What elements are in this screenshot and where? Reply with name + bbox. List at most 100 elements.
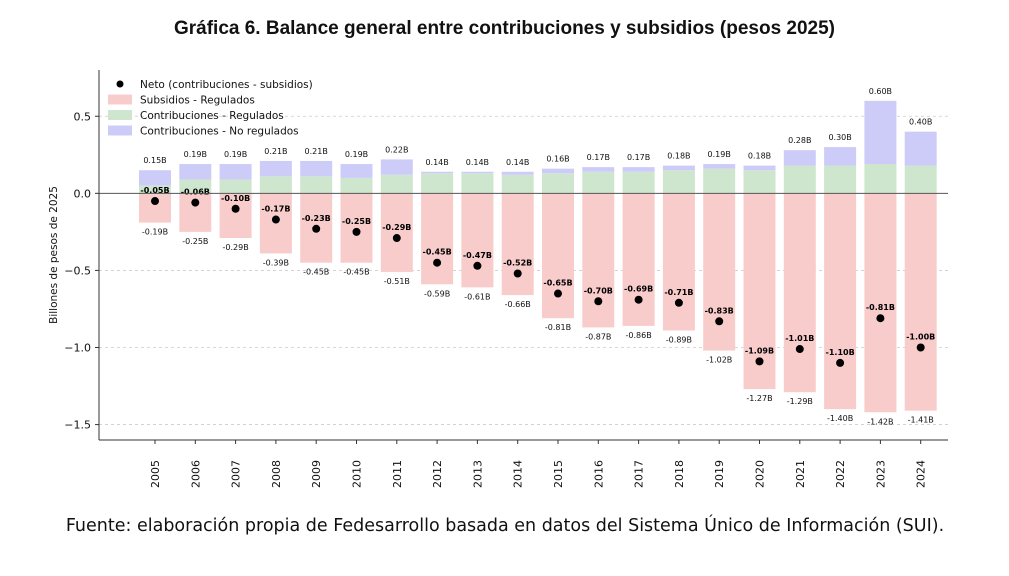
subsidy-label: -0.89B <box>666 336 692 345</box>
net-label: -1.10B <box>826 348 855 357</box>
x-tick-label: 2006 <box>189 460 202 488</box>
contribution-total-label: 0.18B <box>748 152 771 161</box>
contribution-total-label: 0.21B <box>264 147 287 156</box>
bar-contribuciones-no-regulados <box>501 171 534 175</box>
net-label: -1.01B <box>785 334 814 343</box>
net-label: -0.29B <box>382 223 411 232</box>
bar-contribuciones-no-regulados <box>461 171 494 174</box>
x-tick-label: 2021 <box>794 460 807 488</box>
contribution-total-label: 0.19B <box>224 150 247 159</box>
net-label: -0.45B <box>423 248 452 257</box>
subsidy-label: -1.27B <box>746 394 772 403</box>
subsidy-label: -0.19B <box>142 228 168 237</box>
bar-subsidios-regulados <box>783 193 816 393</box>
bar-contribuciones-regulados <box>582 171 615 194</box>
x-tick-label: 2013 <box>471 460 484 488</box>
net-point <box>916 343 925 352</box>
bar-contribuciones-regulados <box>904 165 937 194</box>
contribution-total-label: 0.21B <box>305 147 328 156</box>
contribution-total-label: 0.16B <box>546 155 569 164</box>
bar-contribuciones-regulados <box>824 165 857 194</box>
bar-contribuciones-regulados <box>501 174 534 194</box>
subsidy-label: -0.25B <box>182 237 208 246</box>
legend-swatch <box>108 94 132 105</box>
contribution-total-label: 0.19B <box>708 150 731 159</box>
bar-subsidios-regulados <box>904 193 937 411</box>
bar-contribuciones-regulados <box>340 177 373 194</box>
net-point <box>674 298 683 307</box>
bar-subsidios-regulados <box>542 193 574 319</box>
net-point <box>876 314 885 323</box>
x-tick-label: 2017 <box>633 460 646 488</box>
net-point <box>795 345 804 354</box>
bar-contribuciones-regulados <box>703 168 736 194</box>
bar-contribuciones-regulados <box>380 174 413 194</box>
contribution-total-label: 0.19B <box>345 150 368 159</box>
bar-contribuciones-no-regulados <box>219 164 252 180</box>
subsidy-label: -1.41B <box>908 416 934 425</box>
bar-contribuciones-no-regulados <box>904 131 937 166</box>
bar-contribuciones-regulados <box>783 165 816 194</box>
subsidy-label: -0.66B <box>505 300 531 309</box>
net-label: -1.09B <box>745 346 774 355</box>
x-tick-label: 2019 <box>713 460 726 488</box>
net-point <box>634 295 643 304</box>
net-point <box>433 258 442 267</box>
bar-subsidios-regulados <box>662 193 695 331</box>
net-point <box>836 358 845 367</box>
net-points <box>151 197 925 367</box>
subsidy-label: -0.59B <box>424 289 450 298</box>
subsidy-label: -1.29B <box>787 397 813 406</box>
net-label: -0.52B <box>503 259 532 268</box>
x-tick-label: 2020 <box>754 460 767 488</box>
net-point <box>554 289 562 298</box>
legend-label: Neto (contribuciones - subsidios) <box>140 79 313 91</box>
bar-contribuciones-no-regulados <box>783 150 816 166</box>
subsidy-label: -0.45B <box>303 268 329 277</box>
bar-contribuciones-regulados <box>259 176 292 194</box>
legend: Neto (contribuciones - subsidios) Subsidi… <box>108 79 313 138</box>
y-tick-label: 0.0 <box>74 187 92 200</box>
bar-contribuciones-no-regulados <box>582 167 615 172</box>
subsidy-label: -0.87B <box>585 332 611 341</box>
net-label: -0.47B <box>463 251 492 260</box>
net-point <box>191 198 200 207</box>
net-point <box>473 261 482 270</box>
contribution-total-label: 0.15B <box>143 156 166 165</box>
net-point <box>715 317 724 326</box>
bar-contribuciones-regulados <box>461 173 494 194</box>
net-label: -0.65B <box>543 279 572 288</box>
x-tick-label: 2024 <box>915 460 928 488</box>
contribution-total-label: 0.30B <box>828 133 851 142</box>
bar-contribuciones-regulados <box>300 176 333 194</box>
x-tick-label: 2022 <box>834 460 847 488</box>
bar-contribuciones-regulados <box>542 173 574 194</box>
net-label: -0.69B <box>624 285 653 294</box>
bar-subsidios-regulados <box>743 193 776 390</box>
net-label: -0.71B <box>664 288 693 297</box>
bar-contribuciones-no-regulados <box>380 159 413 175</box>
subsidy-label: -0.39B <box>263 258 289 267</box>
net-label: -1.00B <box>906 333 935 342</box>
bar-contribuciones-no-regulados <box>421 171 454 174</box>
bar-contribuciones-no-regulados <box>743 165 776 171</box>
contribution-total-label: 0.60B <box>869 87 892 96</box>
bar-contribuciones-no-regulados <box>622 167 655 172</box>
source-note: Fuente: elaboración propia de Fedesarrol… <box>65 516 945 536</box>
bar-contribuciones-regulados <box>743 170 776 194</box>
y-tick-label: −1.0 <box>64 342 91 355</box>
bar-contribuciones-no-regulados <box>542 168 574 174</box>
bar-contribuciones-regulados <box>179 179 212 194</box>
net-label: -0.70B <box>584 286 613 295</box>
bar-subsidios-regulados <box>622 193 655 326</box>
legend-label: Contribuciones - No regulados <box>140 126 299 138</box>
x-tick-label: 2018 <box>673 460 686 488</box>
subsidy-label: -0.45B <box>343 268 369 277</box>
bar-subsidios-regulados <box>461 193 494 288</box>
bar-contribuciones-regulados <box>219 179 252 194</box>
bars <box>139 100 937 413</box>
subsidy-label: -0.61B <box>464 292 490 301</box>
bar-contribuciones-no-regulados <box>259 160 292 177</box>
bar-contribuciones-no-regulados <box>864 100 897 165</box>
subsidy-label: -1.02B <box>706 356 732 365</box>
